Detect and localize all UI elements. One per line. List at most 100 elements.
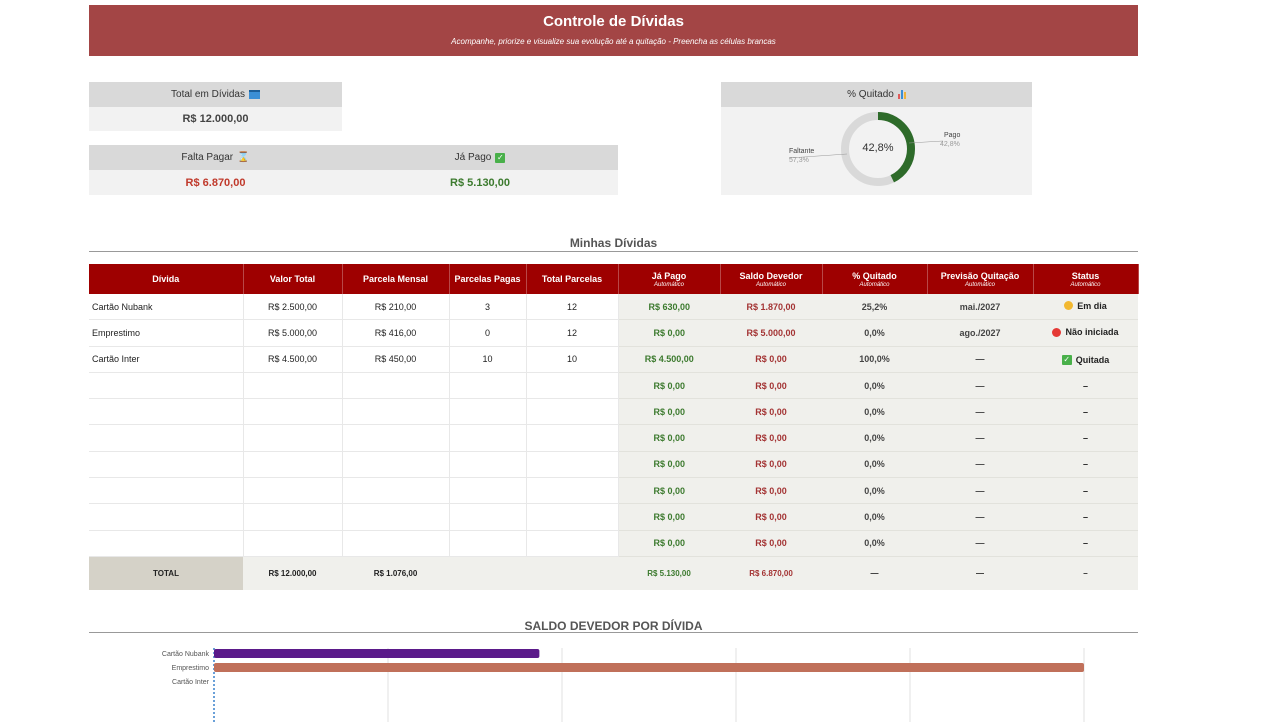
- cell-total[interactable]: 12: [526, 319, 619, 347]
- cell-ja-pago: R$ 630,00: [618, 294, 720, 321]
- cell-divida[interactable]: Cartão Inter: [89, 346, 244, 373]
- total-debt-label: Total em Dívidas: [171, 89, 245, 100]
- cell-status: ✓ Quitada: [1033, 346, 1138, 373]
- cell-valor-total[interactable]: [243, 451, 343, 479]
- cell-valor-total[interactable]: [243, 530, 343, 557]
- pago-leader-line: [908, 140, 944, 144]
- cell-pct: 25,2%: [822, 294, 927, 321]
- cell-pagas[interactable]: [449, 372, 527, 400]
- cell-valor-total[interactable]: [243, 503, 343, 531]
- table-header-row: Dívida Valor Total Parcela Mensal Parcelas …: [89, 264, 1139, 294]
- cell-valor-total[interactable]: [243, 398, 343, 426]
- cell-parcela[interactable]: [342, 424, 450, 452]
- remaining-value: R$ 6.870,00: [89, 170, 342, 195]
- cell-parcela[interactable]: [342, 503, 450, 531]
- status-text: –: [1082, 459, 1088, 470]
- cell-pagas[interactable]: 3: [449, 294, 527, 321]
- yellow-circle-icon: [1064, 301, 1074, 311]
- cell-parcela[interactable]: [342, 372, 450, 400]
- cell-total[interactable]: [526, 372, 619, 400]
- column-header-sub: Automático: [859, 281, 890, 288]
- column-header: Valor Total: [243, 264, 343, 294]
- table-row: R$ 0,00 R$ 0,00 0,0% — –: [89, 451, 1138, 479]
- cell-pagas[interactable]: [449, 424, 527, 452]
- total-label: TOTAL: [89, 556, 243, 590]
- cell-parcela[interactable]: R$ 416,00: [342, 319, 450, 347]
- cell-divida[interactable]: [89, 477, 244, 505]
- cell-ja-pago: R$ 4.500,00: [618, 346, 720, 373]
- cell-total[interactable]: [526, 503, 619, 531]
- cell-divida[interactable]: Cartão Nubank: [89, 294, 244, 321]
- cell-total[interactable]: [526, 477, 619, 505]
- cell-total[interactable]: [526, 530, 619, 557]
- cell-divida[interactable]: [89, 503, 244, 531]
- cell-parcela[interactable]: [342, 451, 450, 479]
- cell-valor-total[interactable]: [243, 477, 343, 505]
- cell-saldo: R$ 0,00: [720, 503, 822, 531]
- cell-valor-total[interactable]: R$ 5.000,00: [243, 319, 343, 347]
- cell-valor-total[interactable]: [243, 424, 343, 452]
- table-row: Emprestimo R$ 5.000,00 R$ 416,00 0 12 R$ 0,00…: [89, 319, 1138, 347]
- cell-total[interactable]: [526, 451, 619, 479]
- cell-pagas[interactable]: 0: [449, 319, 527, 347]
- cell-parcela[interactable]: [342, 398, 450, 426]
- cell-previsao: —: [927, 424, 1033, 452]
- header-banner: Controle de Dívidas Acompanhe, priorize …: [89, 5, 1138, 56]
- total-total: [526, 556, 618, 590]
- credit-card-icon: [248, 90, 260, 99]
- cell-divida[interactable]: [89, 530, 244, 557]
- status-badge: –: [1083, 407, 1088, 417]
- debts-table: Dívida Valor Total Parcela Mensal Parcelas …: [89, 264, 1139, 590]
- cell-divida[interactable]: [89, 451, 244, 479]
- cell-parcela[interactable]: R$ 210,00: [342, 294, 450, 321]
- cell-valor-total[interactable]: R$ 4.500,00: [243, 346, 343, 373]
- cell-status: –: [1033, 451, 1138, 479]
- total-parcela: R$ 1.076,00: [342, 556, 449, 590]
- column-header-sub: Automático: [964, 281, 995, 288]
- hourglass-icon: ⌛: [237, 152, 250, 163]
- cell-total[interactable]: 12: [526, 294, 619, 321]
- cell-pagas[interactable]: [449, 530, 527, 557]
- cell-pagas[interactable]: [449, 503, 527, 531]
- table-row: R$ 0,00 R$ 0,00 0,0% — –: [89, 503, 1138, 531]
- total-valor-total: R$ 12.000,00: [243, 556, 342, 590]
- total-saldo: R$ 6.870,00: [720, 556, 822, 590]
- check-icon: ✓: [495, 152, 506, 163]
- cell-total[interactable]: 10: [526, 346, 619, 373]
- cell-ja-pago: R$ 0,00: [618, 477, 720, 505]
- percent-paid-donut-chart: [788, 112, 944, 186]
- status-badge: Não iniciada: [1052, 327, 1119, 337]
- cell-divida[interactable]: Emprestimo: [89, 319, 244, 347]
- balance-bar: [214, 663, 1084, 672]
- cell-divida[interactable]: [89, 424, 244, 452]
- cell-parcela[interactable]: [342, 477, 450, 505]
- cell-saldo: R$ 0,00: [720, 372, 822, 400]
- remaining-card-header: Falta Pagar ⌛: [89, 145, 342, 170]
- cell-valor-total[interactable]: [243, 372, 343, 400]
- paid-card-header: Já Pago ✓: [342, 145, 618, 170]
- column-header-sub: Automático: [1070, 281, 1101, 288]
- cell-status: Em dia: [1033, 294, 1138, 321]
- cell-pagas[interactable]: [449, 451, 527, 479]
- cell-pct: 0,0%: [822, 477, 927, 505]
- cell-valor-total[interactable]: R$ 2.500,00: [243, 294, 343, 321]
- table-row: R$ 0,00 R$ 0,00 0,0% — –: [89, 477, 1138, 505]
- status-badge: –: [1083, 381, 1088, 391]
- cell-parcela[interactable]: [342, 530, 450, 557]
- cell-divida[interactable]: [89, 398, 244, 426]
- cell-divida[interactable]: [89, 372, 244, 400]
- remaining-label: Falta Pagar: [181, 152, 234, 163]
- total-pct: —: [822, 556, 927, 590]
- cell-previsao: —: [927, 372, 1033, 400]
- cell-parcela[interactable]: R$ 450,00: [342, 346, 450, 373]
- percent-paid-donut-panel: 42,8% Pago 42,8% Faltante 57,3%: [721, 107, 1032, 195]
- column-header-label: Já Pago: [651, 270, 687, 281]
- bar-chart-divider: [89, 632, 1138, 633]
- cell-total[interactable]: [526, 398, 619, 426]
- cell-pagas[interactable]: [449, 398, 527, 426]
- debts-section-title: Minhas Dívidas: [569, 236, 658, 250]
- cell-pagas[interactable]: 10: [449, 346, 527, 373]
- cell-pagas[interactable]: [449, 477, 527, 505]
- cell-total[interactable]: [526, 424, 619, 452]
- total-status: –: [1033, 556, 1138, 590]
